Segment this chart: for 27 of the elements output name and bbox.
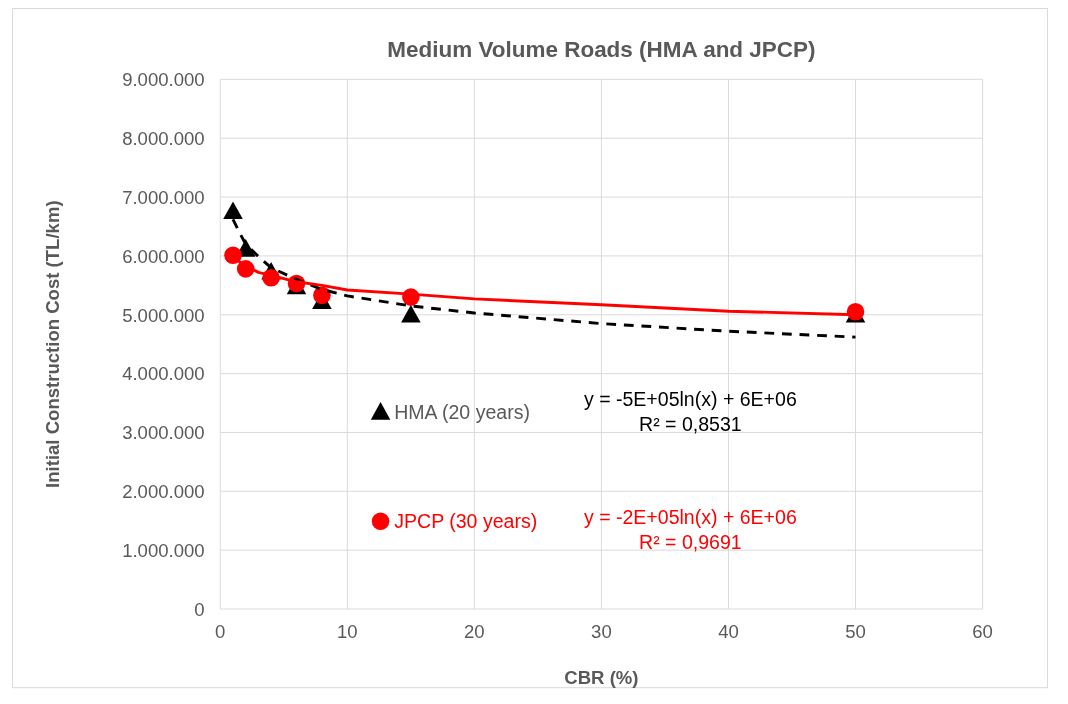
y-tick-label: 8.000.000 (122, 128, 205, 150)
annotation: y = -2E+05ln(x) + 6E+06 R² = 0,9691 (583, 505, 797, 554)
y-tick-label: 3.000.000 (122, 422, 205, 444)
y-tick-label: 4.000.000 (122, 363, 205, 385)
legend-label: HMA (20 years) (394, 400, 530, 423)
y-tick-label: 7.000.000 (122, 186, 205, 208)
x-tick-label: 50 (845, 621, 866, 643)
x-tick-label: 10 (337, 621, 358, 643)
x-tick-label: 0 (215, 621, 226, 643)
point (401, 304, 421, 323)
point (223, 201, 243, 219)
x-tick-label: 30 (591, 621, 612, 643)
y-axis-title: Initial Construction Cost (TL/km) (42, 200, 64, 488)
y-tick-label: 5.000.000 (122, 304, 205, 326)
x-axis-title: CBR (%) (564, 667, 639, 689)
point (313, 286, 331, 305)
x-tick-label: 20 (464, 621, 485, 643)
x-tick-label: 60 (972, 621, 993, 643)
y-tick-label: 0 (194, 598, 205, 620)
y-tick-label: 1.000.000 (122, 540, 205, 562)
annotation: y = -5E+05ln(x) + 6E+06 R² = 0,8531 (583, 387, 797, 436)
y-tick-label: 6.000.000 (122, 245, 205, 267)
x-tick-label: 40 (718, 621, 739, 643)
chart-title: Medium Volume Roads (HMA and JPCP) (387, 36, 816, 62)
y-tick-label: 2.000.000 (122, 481, 205, 503)
legend-label: JPCP (30 years) (394, 510, 538, 533)
y-tick-label: 9.000.000 (122, 69, 205, 91)
